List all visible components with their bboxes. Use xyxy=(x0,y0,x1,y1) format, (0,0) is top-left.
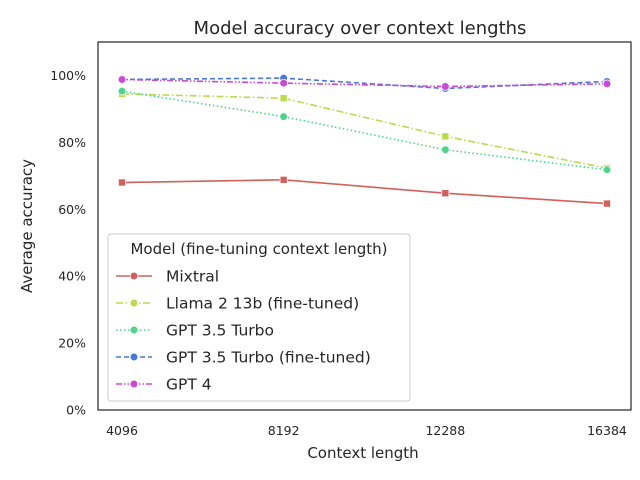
y-axis-ticks: 0% 20% 40% 60% 80% 100% xyxy=(50,68,86,418)
y-axis-label: Average accuracy xyxy=(18,159,36,293)
series-gpt-4 xyxy=(117,75,612,91)
legend-marker xyxy=(129,379,139,389)
legend: Model (fine-tuning context length) Mixtr… xyxy=(107,233,411,402)
legend-label: Mixtral xyxy=(166,268,219,286)
series-mixtral xyxy=(118,175,612,208)
legend-entry-gpt-3-5-turbo-fine-tuned: GPT 3.5 Turbo (fine-tuned) xyxy=(116,349,371,367)
y-tick-label: 60% xyxy=(58,202,86,217)
x-tick-label: 8192 xyxy=(268,423,300,438)
data-point xyxy=(279,78,288,88)
plot-frame xyxy=(97,41,632,411)
legend-marker xyxy=(129,352,139,362)
data-point xyxy=(117,75,127,84)
data-point xyxy=(279,94,288,103)
legend-marker xyxy=(129,298,139,308)
data-point xyxy=(441,145,450,155)
data-point xyxy=(441,189,450,198)
legend-label: Llama 2 13b (fine-tuned) xyxy=(166,295,359,313)
legend-marker xyxy=(129,271,139,281)
data-point xyxy=(602,165,612,175)
series-line xyxy=(121,77,608,90)
series-line xyxy=(121,179,608,205)
series-gpt-3-5-turbo xyxy=(117,86,612,175)
legend-title: Model (fine-tuning context length) xyxy=(130,240,387,258)
y-tick-label: 0% xyxy=(66,403,86,418)
series-line xyxy=(121,93,608,169)
data-point xyxy=(118,178,127,187)
plot-area xyxy=(117,73,612,208)
legend-label: GPT 3.5 Turbo xyxy=(166,322,274,340)
data-point xyxy=(441,82,450,91)
y-tick-label: 100% xyxy=(50,68,86,83)
data-point xyxy=(117,86,127,96)
data-point xyxy=(279,175,288,184)
x-axis-ticks: 4096 8192 12288 16384 xyxy=(106,423,627,438)
y-tick-label: 40% xyxy=(58,269,86,284)
chart-title: Model accuracy over context lengths xyxy=(194,18,527,39)
legend-box xyxy=(107,233,411,402)
series-line xyxy=(121,78,608,88)
data-point xyxy=(279,112,288,121)
x-tick-label: 12288 xyxy=(425,423,465,438)
legend-label: GPT 3.5 Turbo (fine-tuned) xyxy=(166,349,371,367)
x-axis-label: Context length xyxy=(307,444,418,462)
data-point xyxy=(603,199,612,208)
x-tick-label: 4096 xyxy=(106,423,138,438)
x-tick-label: 16384 xyxy=(587,423,627,438)
data-point xyxy=(602,79,612,89)
legend-marker xyxy=(129,325,139,335)
legend-entry-gpt-4: GPT 4 xyxy=(116,376,212,394)
y-tick-label: 80% xyxy=(58,135,86,150)
data-point xyxy=(441,132,450,141)
legend-items: Mixtral Llama 2 13b (fine-tuned) GPT 3.5 T… xyxy=(116,268,371,394)
y-tick-label: 20% xyxy=(58,336,86,351)
legend-entry-llama-2-13b-fine-tuned: Llama 2 13b (fine-tuned) xyxy=(116,295,359,313)
legend-entry-mixtral: Mixtral xyxy=(116,268,219,286)
legend-label: GPT 4 xyxy=(166,376,212,394)
legend-entry-gpt-3-5-turbo: GPT 3.5 Turbo xyxy=(116,322,274,340)
